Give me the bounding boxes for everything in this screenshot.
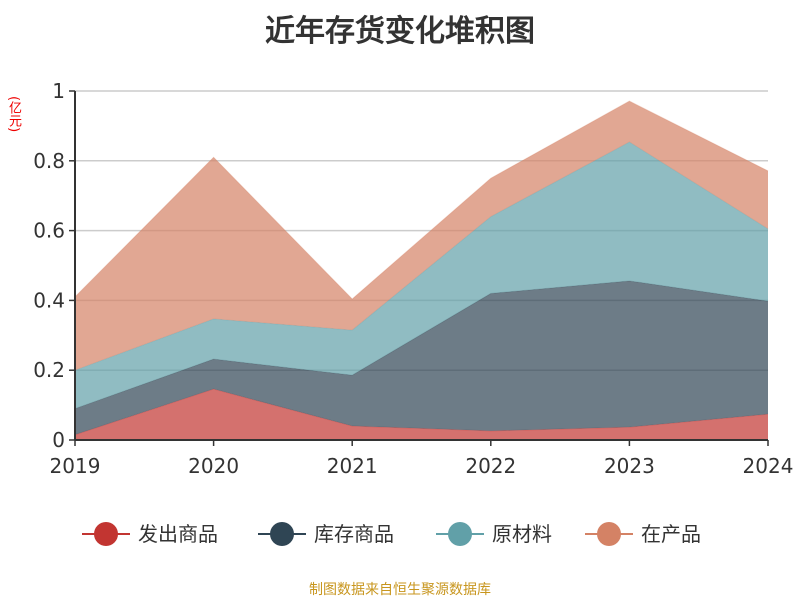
legend-label: 发出商品 bbox=[138, 522, 218, 546]
data-source-note: 制图数据来自恒生聚源数据库 bbox=[309, 582, 491, 598]
area-原材料 bbox=[75, 141, 768, 409]
legend-marker-icon bbox=[94, 522, 118, 546]
y-tick-label: 0.4 bbox=[33, 288, 65, 312]
x-tick-label: 2022 bbox=[465, 454, 516, 478]
legend-marker-icon bbox=[597, 522, 621, 546]
y-tick-label: 1 bbox=[52, 79, 65, 103]
x-tick-label: 2024 bbox=[743, 454, 794, 478]
area-发出商品 bbox=[75, 389, 768, 440]
legend-marker-icon bbox=[270, 522, 294, 546]
y-axis-unit-label: (亿元) bbox=[6, 96, 21, 133]
legend-label: 库存商品 bbox=[314, 522, 394, 546]
chart-title: 近年存货变化堆积图 bbox=[265, 14, 535, 49]
y-tick-label: 0.8 bbox=[33, 149, 65, 173]
area-在产品 bbox=[75, 101, 768, 371]
legend-item-3[interactable]: 在产品 bbox=[585, 522, 701, 546]
series-line bbox=[74, 100, 769, 300]
legend-marker-icon bbox=[448, 522, 472, 546]
y-tick-label: 0.6 bbox=[33, 219, 65, 243]
x-tick-label: 2021 bbox=[327, 454, 378, 478]
legend-label: 在产品 bbox=[641, 522, 701, 546]
area-库存商品 bbox=[75, 280, 768, 435]
legend-item-0[interactable]: 发出商品 bbox=[82, 522, 218, 546]
x-tick-label: 2019 bbox=[50, 454, 101, 478]
legend-label: 原材料 bbox=[492, 522, 552, 546]
series-line bbox=[74, 141, 769, 371]
y-tick-label: 0.2 bbox=[33, 358, 65, 382]
x-tick-label: 2023 bbox=[604, 454, 655, 478]
x-tick-label: 2020 bbox=[188, 454, 239, 478]
y-tick-label: 0 bbox=[52, 428, 65, 452]
legend-item-1[interactable]: 库存商品 bbox=[258, 522, 394, 546]
legend-item-2[interactable]: 原材料 bbox=[436, 522, 552, 546]
